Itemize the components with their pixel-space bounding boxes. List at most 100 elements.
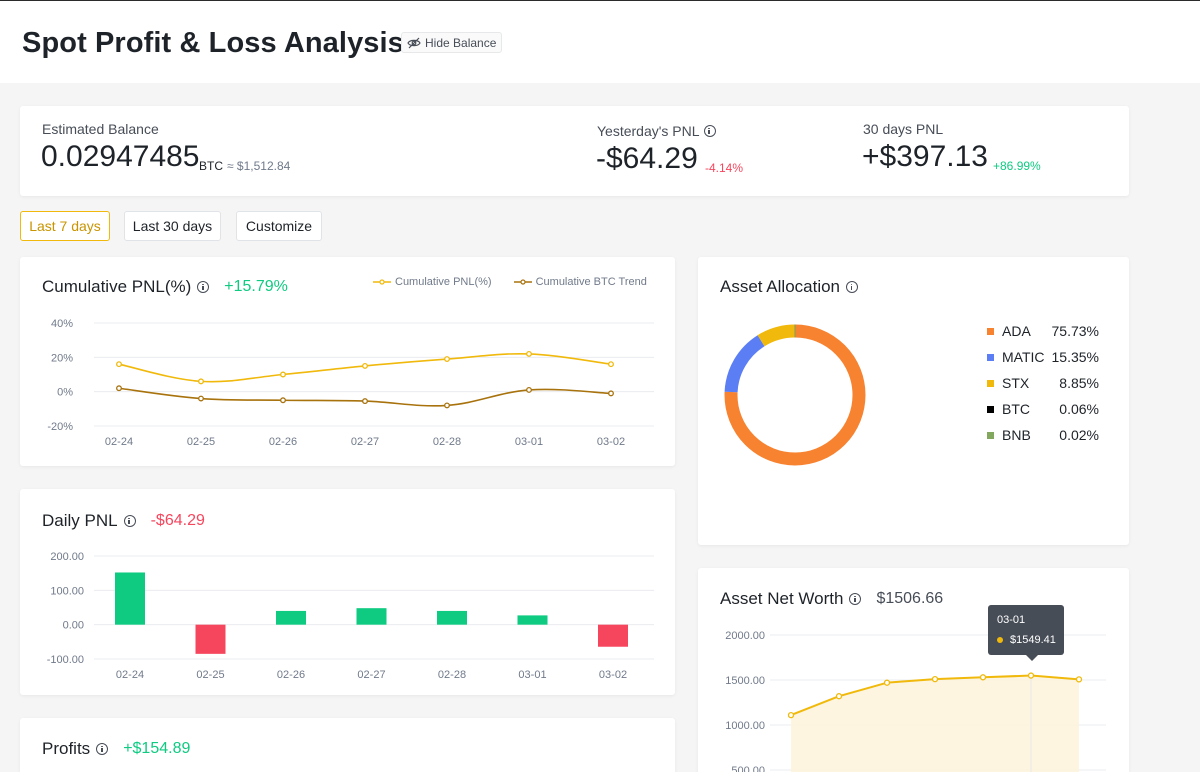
daily-pnl-title-wrap: Daily PNL -$64.29 (42, 511, 205, 531)
data-point (362, 398, 368, 405)
profits-card (20, 718, 675, 772)
x-tick-label: 02-28 (438, 669, 466, 681)
legend-item[interactable]: STX 8.85% (987, 375, 1107, 391)
y-tick-label: -100.00 (47, 654, 84, 666)
x-tick-label: 02-24 (105, 436, 133, 448)
bar (276, 610, 306, 625)
asset-net-worth-value: $1506.66 (876, 590, 944, 607)
daily-pnl-chart: 200.00 100.00 0.00 -100.00 02-24 02-25 02-26 02… (47, 551, 654, 681)
bar (517, 615, 548, 625)
asset-net-worth-title-wrap: Asset Net Worth $1506.66 (720, 589, 943, 609)
cumulative-pnl-title: Cumulative PNL(%) (42, 277, 192, 296)
cumulative-pnl-value: +15.79% (224, 278, 288, 295)
y-tick-label: 40% (51, 318, 73, 330)
legend-label: Cumulative PNL(%) (395, 276, 492, 288)
month-pnl-value: +$397.13 (862, 140, 988, 173)
x-tick-label: 03-02 (597, 436, 625, 448)
yesterday-pnl-label: Yesterday's PNL (597, 123, 700, 139)
x-tick-label: 02-26 (277, 669, 305, 681)
bar (437, 610, 467, 625)
legend-item[interactable]: BTC 0.06% (987, 401, 1107, 417)
legend-swatch (987, 431, 994, 439)
legend-asset-pct: 0.06% (1059, 401, 1099, 417)
x-tick-label: 02-27 (357, 669, 385, 681)
legend-asset-name: MATIC (1002, 349, 1045, 365)
data-point (198, 378, 204, 385)
month-pnl-pct: +86.99% (993, 159, 1041, 173)
info-icon[interactable] (846, 281, 859, 293)
asset-net-worth-title: Asset Net Worth (720, 589, 844, 608)
data-point (835, 693, 843, 700)
x-tick-label: 02-28 (433, 436, 461, 448)
legend-asset-pct: 0.02% (1059, 427, 1099, 443)
last-7-days-button[interactable]: Last 7 days (20, 211, 110, 241)
page-title: Spot Profit & Loss Analysis (22, 27, 404, 59)
data-point (787, 711, 795, 719)
legend-line-icon (373, 279, 391, 285)
data-point (1027, 672, 1035, 679)
legend-asset-name: BNB (1002, 427, 1031, 443)
x-tick-label: 03-02 (599, 669, 627, 681)
y-tick-label: 2000.00 (725, 630, 765, 642)
balance-unit: BTC (199, 159, 223, 173)
data-point (116, 361, 122, 368)
page-header: Spot Profit & Loss Analysis Hide Balance (0, 1, 1200, 83)
data-point (883, 679, 891, 686)
customize-button[interactable]: Customize (236, 211, 322, 241)
daily-pnl-value: -$64.29 (150, 512, 205, 529)
legend-asset-pct: 75.73% (1051, 323, 1099, 339)
info-icon[interactable] (123, 515, 136, 527)
legend-swatch (987, 405, 994, 413)
profits-value: +$154.89 (123, 740, 191, 757)
donut-slice[interactable] (724, 324, 866, 466)
data-point (362, 362, 368, 369)
estimated-balance-value: 0.02947485 (41, 140, 200, 173)
data-point (116, 385, 122, 392)
cumulative-legend: Cumulative PNL(%) Cumulative BTC Trend (373, 276, 647, 288)
y-tick-label: 1000.00 (725, 720, 765, 732)
last-30-days-button[interactable]: Last 30 days (124, 211, 221, 241)
info-icon[interactable] (197, 281, 210, 293)
daily-pnl-title: Daily PNL (42, 511, 118, 530)
legend-asset-name: STX (1002, 375, 1030, 391)
legend-asset-pct: 15.35% (1051, 349, 1099, 365)
x-tick-label: 02-27 (351, 436, 379, 448)
tooltip-value: $1549.41 (1010, 634, 1056, 646)
info-icon[interactable] (703, 125, 716, 137)
data-point (526, 350, 532, 357)
donut-group (724, 324, 866, 466)
bar (115, 572, 145, 625)
asset-allocation-title-wrap: Asset Allocation (720, 277, 859, 297)
yesterday-pnl-value: -$64.29 (596, 142, 698, 175)
legend-item[interactable]: ADA 75.73% (987, 323, 1107, 339)
area-fill (791, 675, 1079, 772)
y-tick-label: 500.00 (731, 765, 765, 772)
y-tick-label: 20% (51, 352, 73, 364)
data-point (526, 386, 532, 393)
y-tick-label: 100.00 (50, 585, 84, 597)
bar (598, 624, 628, 647)
legend-asset-name: ADA (1002, 323, 1031, 339)
info-icon[interactable] (96, 743, 109, 755)
bar (356, 608, 387, 625)
x-tick-label: 03-01 (518, 669, 546, 681)
y-tick-label: 1500.00 (725, 675, 765, 687)
info-icon[interactable] (849, 593, 862, 605)
month-pnl-label: 30 days PNL (863, 121, 944, 137)
tooltip-date: 03-01 (997, 614, 1026, 626)
asset-allocation-title: Asset Allocation (720, 277, 841, 296)
legend-item[interactable]: MATIC 15.35% (987, 349, 1107, 365)
hide-balance-button[interactable]: Hide Balance (401, 32, 503, 53)
legend-item[interactable]: BNB 0.02% (987, 427, 1107, 443)
profits-title-wrap: Profits +$154.89 (42, 739, 190, 759)
data-point (444, 356, 450, 362)
x-tick-label: 02-26 (269, 436, 297, 448)
x-tick-label: 03-01 (515, 436, 543, 448)
data-point (608, 390, 614, 397)
legend-asset-pct: 8.85% (1059, 375, 1099, 391)
legend-asset-name: BTC (1002, 401, 1030, 417)
y-tick-label: 200.00 (50, 551, 84, 563)
hide-balance-label: Hide Balance (425, 35, 497, 50)
x-tick-label: 02-25 (196, 669, 224, 681)
y-tick-label: -20% (47, 421, 73, 433)
